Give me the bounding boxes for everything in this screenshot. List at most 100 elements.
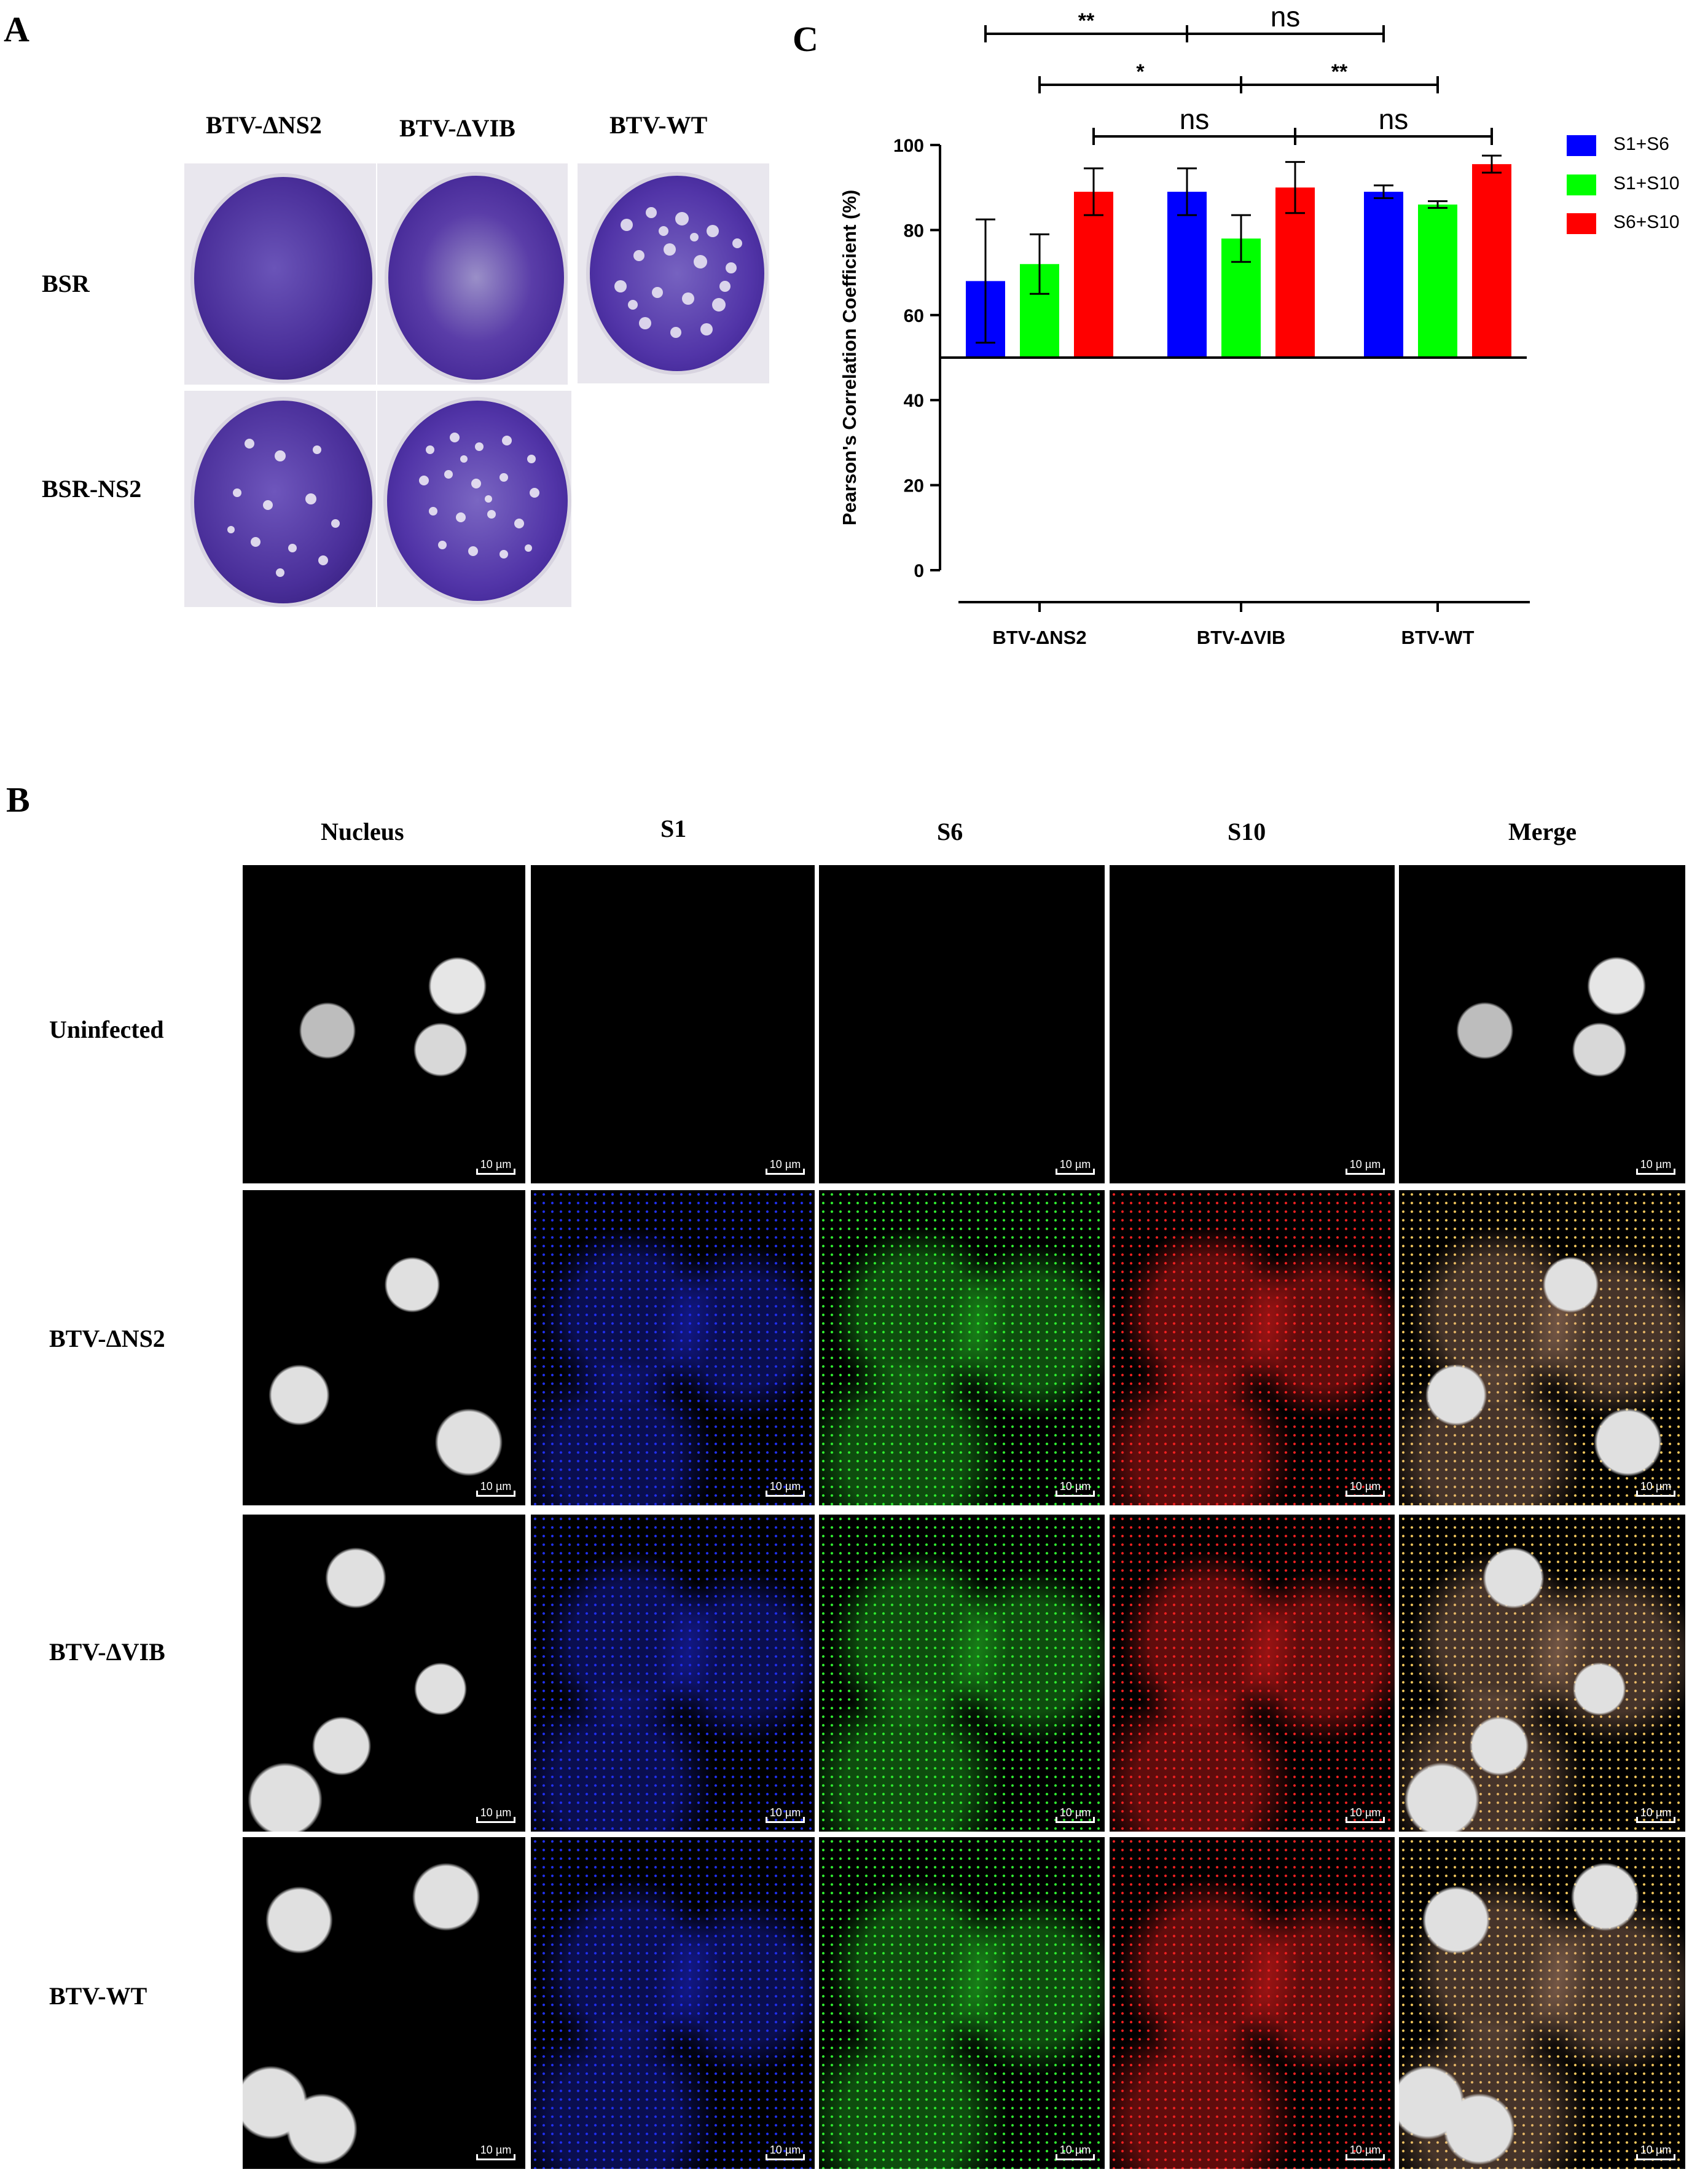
scale-bar-tick	[1093, 2154, 1095, 2160]
micrograph-uninfected-merge: 10 µm	[1399, 865, 1685, 1183]
bar	[1418, 204, 1457, 358]
panel-b-row-label-dns2: BTV-ΔNS2	[49, 1325, 165, 1352]
scale-bar-label: 10 µm	[1349, 1806, 1381, 1819]
scale-bar: 10 µm	[1056, 2144, 1095, 2160]
scale-bar-label: 10 µm	[1640, 2144, 1672, 2156]
scale-bar-tick	[1383, 1491, 1385, 1497]
micrograph-dns2-nucleus: 10 µm	[243, 1190, 525, 1505]
scale-bar: 10 µm	[1056, 1806, 1095, 1823]
bar	[1074, 192, 1113, 358]
scale-bar-tick	[1674, 2154, 1675, 2160]
scale-bar-label: 10 µm	[1059, 1806, 1091, 1819]
scale-bar-tick	[803, 1817, 805, 1823]
scale-bar-tick	[1674, 1817, 1675, 1823]
legend-label: S6+S10	[1613, 212, 1680, 232]
scale-bar-tick	[1093, 1491, 1095, 1497]
plaque-plate-bsr-ns2-dvib	[377, 391, 571, 607]
y-axis-title: Pearson's Correlation Coefficient (%)	[839, 190, 860, 526]
scale-bar-tick	[1383, 2154, 1385, 2160]
scale-bar-line	[1056, 1173, 1095, 1175]
scale-bar-tick	[1093, 1817, 1095, 1823]
scale-bar-tick	[1056, 1169, 1057, 1175]
significance-label: ns	[1271, 1, 1301, 33]
scale-bar-label: 10 µm	[1349, 1158, 1381, 1170]
scale-bar: 10 µm	[766, 2144, 805, 2160]
scale-bar: 10 µm	[1636, 2144, 1675, 2160]
scale-bar-tick	[514, 1491, 515, 1497]
scale-bar-line	[1346, 2158, 1385, 2160]
micrograph-uninfected-s10: 10 µm	[1110, 865, 1395, 1183]
plate-dish	[190, 397, 376, 607]
scale-bar-line	[476, 1821, 515, 1823]
panel-b-col-label-nucleus: Nucleus	[321, 818, 404, 845]
scale-bar-label: 10 µm	[480, 2144, 512, 2156]
scale-bar-tick	[1674, 1169, 1675, 1175]
plaque-plate-bsr-dvib	[377, 163, 568, 385]
scale-bar-tick	[1346, 1169, 1347, 1175]
bar-chart: 0 20 40 60 80 100 Pearson's Correlation Coeffi…	[839, 1, 1530, 648]
significance-label: **	[1331, 60, 1348, 84]
micrograph-dns2-s10: 10 µm	[1110, 1190, 1395, 1505]
scale-bar: 10 µm	[1636, 1158, 1675, 1175]
panel-a-row-label-bsr-ns2: BSR-NS2	[42, 475, 142, 503]
scale-bar-label: 10 µm	[769, 2144, 801, 2156]
scale-bar-tick	[766, 1817, 767, 1823]
scale-bar-tick	[1346, 1817, 1347, 1823]
scale-bar: 10 µm	[476, 1806, 515, 1823]
scale-bar-tick	[803, 1169, 805, 1175]
significance-label: ns	[1379, 103, 1409, 135]
scale-bar: 10 µm	[1346, 1158, 1385, 1175]
micrograph-wt-merge: 10 µm	[1399, 1837, 1685, 2169]
scale-bar-label: 10 µm	[1349, 2144, 1381, 2156]
scale-bar-tick	[766, 2154, 767, 2160]
significance-label: ns	[1180, 103, 1210, 135]
panel-a-letter: A	[4, 9, 29, 49]
plate-dish	[190, 173, 376, 383]
y-tick-label: 80	[904, 221, 924, 241]
legend-label: S1+S10	[1613, 173, 1680, 194]
scale-bar-tick	[1346, 1491, 1347, 1497]
scale-bar: 10 µm	[476, 1480, 515, 1497]
micrograph-dns2-s1: 10 µm	[531, 1190, 815, 1505]
scale-bar-label: 10 µm	[1640, 1806, 1672, 1819]
micrograph-uninfected-s6: 10 µm	[819, 865, 1105, 1183]
y-tick-label: 20	[904, 476, 924, 496]
plaque-plate-bsr-ns2-dns2	[184, 391, 376, 607]
scale-bar-tick	[766, 1491, 767, 1497]
scale-bar-line	[1346, 1821, 1385, 1823]
scale-bar-line	[476, 1173, 515, 1175]
scale-bar-label: 10 µm	[480, 1158, 512, 1170]
scale-bar: 10 µm	[766, 1806, 805, 1823]
significance-label: *	[1136, 60, 1145, 84]
micrograph-uninfected-s1: 10 µm	[531, 865, 815, 1183]
scale-bar-tick	[476, 1169, 478, 1175]
scale-bar-line	[476, 2158, 515, 2160]
scale-bar-tick	[1636, 1169, 1638, 1175]
panel-b-letter: B	[6, 780, 30, 820]
panel-b-row-label-dvib: BTV-ΔVIB	[49, 1638, 165, 1666]
scale-bar-label: 10 µm	[769, 1806, 801, 1819]
scale-bar-tick	[1636, 2154, 1638, 2160]
plate-dish	[586, 172, 768, 375]
micrograph-wt-s6: 10 µm	[819, 1837, 1105, 2169]
plate-dish	[383, 397, 571, 605]
plaque-plate-bsr-wt	[578, 163, 769, 383]
plaque-plate-bsr-dns2	[184, 163, 376, 385]
scale-bar-tick	[1093, 1169, 1095, 1175]
panel-b-col-label-merge: Merge	[1508, 818, 1577, 845]
bar	[1364, 192, 1403, 358]
scale-bar-tick	[1346, 2154, 1347, 2160]
scale-bar: 10 µm	[1636, 1806, 1675, 1823]
legend-label: S1+S6	[1613, 134, 1669, 154]
scale-bar-label: 10 µm	[1059, 2144, 1091, 2156]
panel-b-col-label-s1: S1	[660, 815, 687, 842]
scale-bar-line	[1056, 1495, 1095, 1497]
scale-bar-label: 10 µm	[480, 1480, 512, 1492]
scale-bar-label: 10 µm	[1059, 1158, 1091, 1170]
scale-bar-line	[766, 1821, 805, 1823]
scale-bar-line	[1056, 2158, 1095, 2160]
y-tick-label: 60	[904, 306, 924, 326]
scale-bar: 10 µm	[1636, 1480, 1675, 1497]
scale-bar-label: 10 µm	[1640, 1480, 1672, 1492]
y-tick-label: 40	[904, 391, 924, 411]
